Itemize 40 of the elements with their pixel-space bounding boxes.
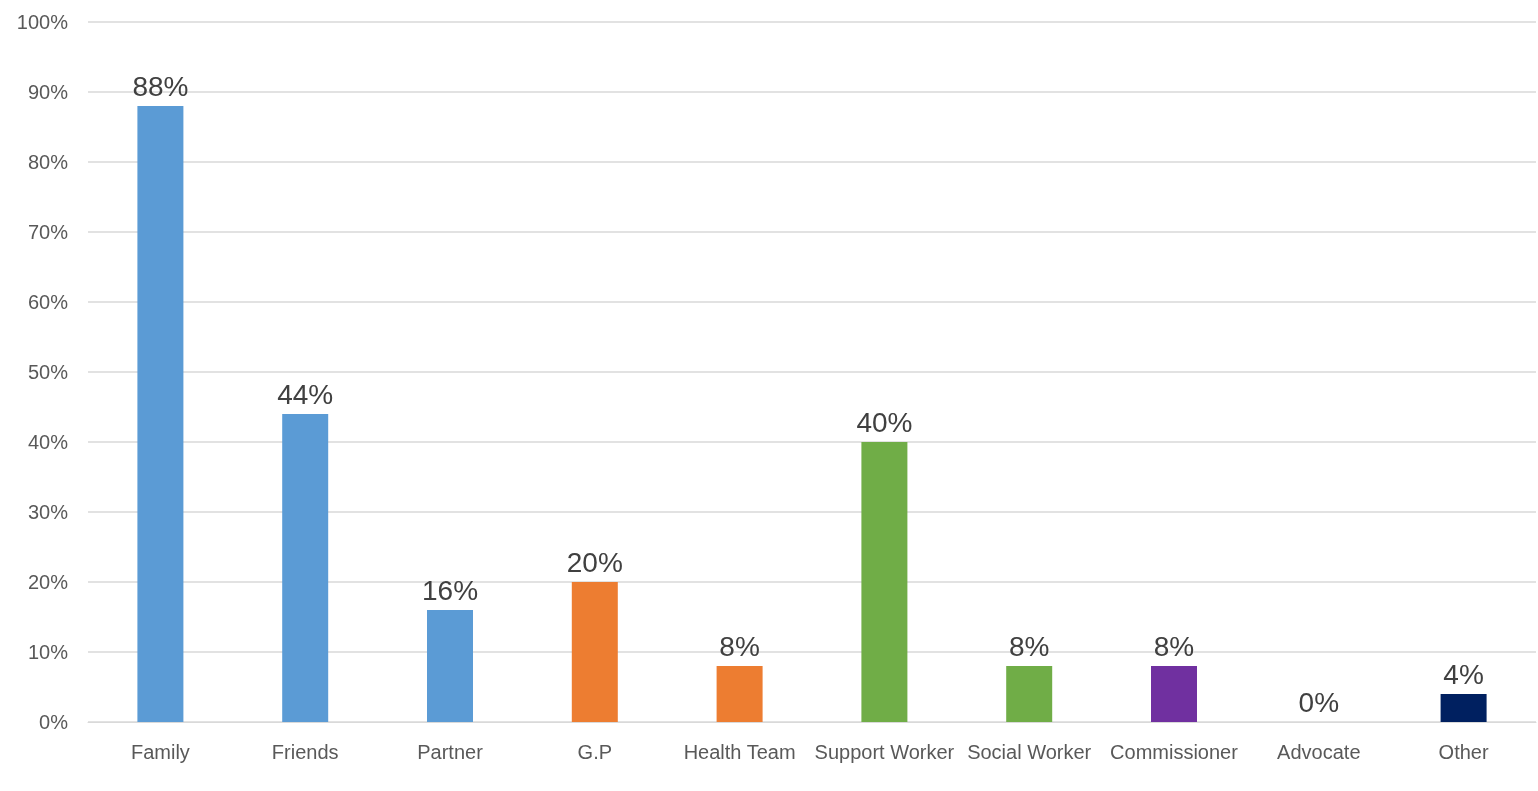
x-tick-label: Advocate [1277, 741, 1361, 763]
y-tick-label: 60% [27, 291, 69, 313]
data-label: 20% [566, 546, 623, 578]
x-tick-label: Social Worker [967, 741, 1092, 763]
y-tick-label: 70% [27, 221, 69, 243]
y-tick-label: 0% [39, 711, 69, 733]
data-label: 16% [421, 574, 479, 606]
x-tick-label: Commissioner [1110, 741, 1239, 763]
bar [1151, 666, 1197, 722]
y-tick-label: 10% [27, 641, 69, 663]
bar [1440, 694, 1487, 722]
y-tick-label: 80% [27, 151, 69, 173]
data-label: 8% [719, 630, 760, 662]
bar [571, 582, 618, 722]
y-tick-label: 40% [27, 431, 69, 453]
y-tick-label: 90% [27, 81, 69, 103]
x-tick-label: Other [1438, 741, 1489, 763]
x-tick-label: Family [130, 741, 190, 763]
x-tick-label: Partner [417, 741, 484, 763]
x-tick-label: Friends [271, 741, 339, 763]
y-tick-label: 30% [27, 501, 69, 523]
data-label: 40% [856, 406, 913, 438]
data-label: 4% [1443, 658, 1484, 690]
data-label: 0% [1298, 686, 1340, 718]
x-tick-label: G.P [577, 741, 613, 763]
bar [716, 666, 763, 722]
data-label: 8% [1153, 630, 1195, 662]
x-tick-label: Support Worker [814, 741, 955, 763]
bar [282, 414, 329, 722]
bar [1006, 666, 1053, 722]
bar [137, 106, 184, 722]
x-tick-label: Health Team [683, 741, 796, 763]
data-label: 44% [277, 378, 334, 410]
bar [427, 610, 473, 722]
data-label: 88% [132, 70, 189, 102]
y-tick-label: 50% [27, 361, 69, 383]
bar [861, 442, 908, 722]
y-tick-label: 100% [16, 11, 69, 33]
data-label: 8% [1008, 630, 1050, 662]
y-tick-label: 20% [27, 571, 69, 593]
